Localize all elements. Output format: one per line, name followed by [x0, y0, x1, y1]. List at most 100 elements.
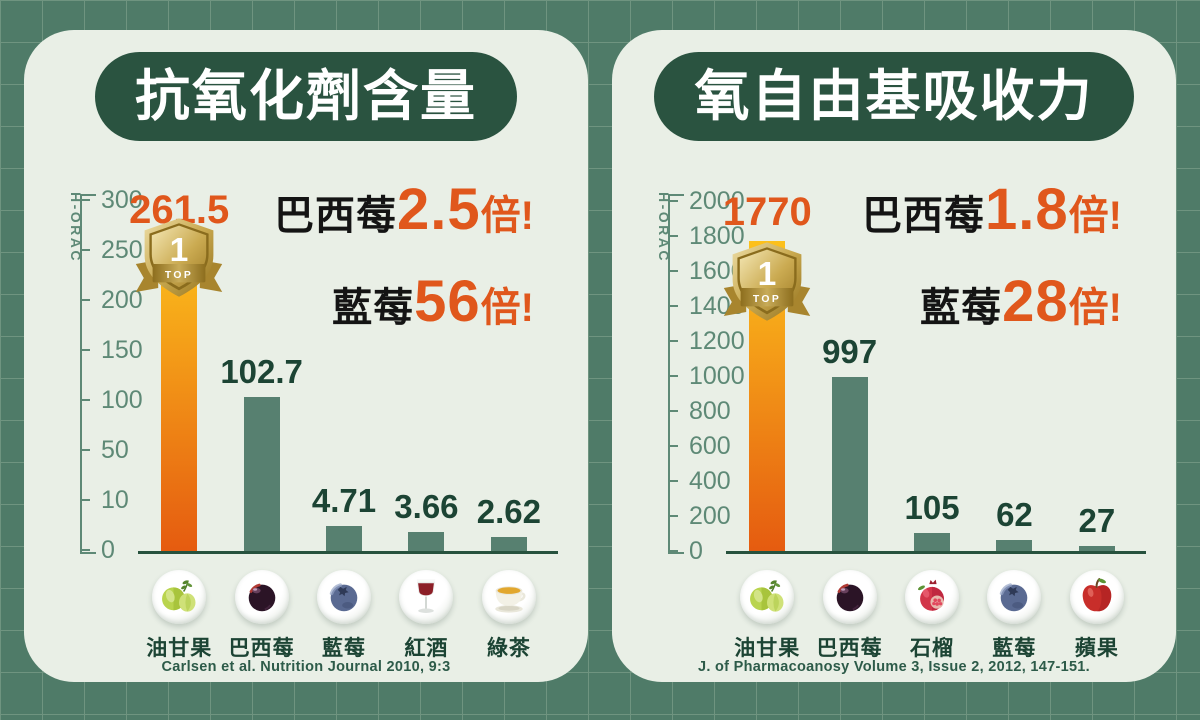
legend-item: 巴西莓 [808, 570, 890, 662]
green-tea-icon [481, 570, 536, 624]
tick-mark [669, 515, 678, 517]
tick-mark [81, 199, 90, 201]
tick-label: 10 [101, 485, 129, 514]
bar-column: 2.62 [468, 30, 550, 552]
y-axis-tick: 2000 [669, 188, 745, 213]
bar-value: 4.71 [311, 482, 377, 520]
bar-label: 巴西莓 [228, 637, 295, 660]
bar [996, 540, 1033, 552]
bar-column: 27 [1056, 30, 1138, 552]
y-axis-tick: 50 [81, 435, 129, 464]
y-axis-tick: 10 [81, 485, 129, 514]
annotation-suffix: 倍! [480, 194, 534, 238]
y-axis-tick: 1800 [669, 223, 745, 248]
legend-item: 油甘果 [726, 570, 808, 662]
y-axis-tick: 200 [81, 285, 143, 314]
ribbon-band [152, 263, 206, 283]
apple-icon [1069, 570, 1124, 624]
bar-value: 62 [996, 496, 1033, 534]
acai-berry-icon [822, 570, 877, 624]
bar-label: 紅酒 [404, 637, 449, 660]
y-axis-tick: 800 [669, 398, 731, 423]
comparison-annotation: 藍莓 28 倍! [920, 268, 1122, 335]
bar-label: 石榴 [910, 637, 955, 660]
acai-berry-icon [234, 570, 289, 624]
tick-mark [669, 235, 678, 237]
y-axis-line [668, 194, 670, 554]
y-axis-tick: 0 [81, 535, 115, 564]
legend-item: 蘋果 [1056, 570, 1138, 662]
y-axis-tick: 0 [669, 536, 703, 565]
y-axis-tick: 400 [669, 466, 731, 495]
tick-label: 1200 [689, 326, 745, 355]
bar-label: 綠茶 [486, 637, 531, 660]
amla-icon [740, 570, 795, 624]
source-citation: J. of Pharmacoanosy Volume 3, Issue 2, 2… [697, 659, 1090, 675]
bar-label: 巴西莓 [816, 637, 883, 660]
tick-mark [669, 270, 678, 272]
tick-label: 400 [689, 466, 731, 495]
annotation-subject: 巴西莓 [862, 194, 986, 238]
legend-item: 藍莓 [973, 570, 1055, 662]
tick-mark [669, 480, 678, 482]
legend-item: 巴西莓 [220, 570, 302, 662]
tick-mark [81, 299, 90, 301]
tick-label: 0 [689, 536, 703, 565]
x-axis-line [138, 551, 558, 554]
panel-title: 氧自由基吸收力 [694, 65, 1094, 127]
annotation-suffix: 倍! [1068, 286, 1122, 330]
bar-value: 105 [904, 488, 960, 526]
tick-label: 50 [101, 435, 129, 464]
annotation-suffix: 倍! [480, 286, 534, 330]
panel-oxygen-radical-absorbance: 氧自由基吸收力 H-ORAC 2000 1800 1600 1400 1200 … [612, 30, 1176, 682]
amla-icon [152, 570, 207, 624]
tick-label: 600 [689, 431, 731, 460]
annotation-multiplier: 2.5 [397, 177, 481, 242]
bar [914, 532, 951, 552]
bar-column: 3.66 [385, 30, 467, 552]
comparison-annotation: 巴西莓 2.5 倍! [274, 176, 534, 243]
tick-label: 100 [101, 385, 143, 414]
legend-item: 油甘果 [138, 570, 220, 662]
red-wine-icon [399, 570, 454, 624]
y-axis-tick: 600 [669, 431, 731, 460]
tick-label: 0 [101, 535, 115, 564]
tick-label: 200 [101, 285, 143, 314]
y-axis-tick: 1200 [669, 326, 745, 355]
y-axis-tick: 1000 [669, 363, 745, 388]
bar-value: 27 [1078, 502, 1116, 540]
tick-mark [81, 349, 90, 351]
tick-label: 150 [101, 335, 143, 364]
legend-item: 藍莓 [303, 570, 385, 662]
tick-mark [81, 399, 90, 401]
bar-column: 102.7 [220, 30, 303, 552]
bar-label: 蘋果 [1074, 637, 1119, 660]
tick-mark [669, 445, 678, 447]
bar-value: 102.7 [220, 353, 303, 391]
bar-label: 油甘果 [146, 637, 213, 660]
comparison-annotation: 巴西莓 1.8 倍! [862, 176, 1122, 243]
category-legend: 油甘果 巴西莓 石榴 藍莓 蘋果 [726, 570, 1138, 662]
bar [490, 536, 527, 552]
bar-value: 3.66 [394, 487, 459, 525]
bar-label: 藍莓 [322, 637, 367, 660]
legend-item: 紅酒 [385, 570, 467, 662]
annotation-subject: 藍莓 [920, 286, 1003, 330]
tick-mark [669, 305, 678, 307]
panel-antioxidant-content: 抗氧化劑含量 H-ORAC 300 250 200 150 100 50 10 … [24, 30, 588, 682]
y-axis-tick: 100 [81, 385, 143, 414]
y-axis-tick: 250 [81, 237, 143, 262]
comparison-annotation: 藍莓 56 倍! [332, 268, 534, 335]
bar-label: 油甘果 [734, 637, 801, 660]
y-axis-top-cap [668, 194, 684, 196]
panel-title-pill: 氧自由基吸收力 [654, 52, 1134, 142]
annotation-multiplier: 56 [414, 269, 481, 334]
y-axis-tick: 150 [81, 335, 143, 364]
badge-rank: 1 [758, 256, 777, 293]
panel-title: 抗氧化劑含量 [134, 65, 477, 127]
tick-mark [669, 550, 678, 552]
tick-mark [669, 375, 678, 377]
bar-column: 4.71 [303, 30, 385, 552]
blueberry-icon [987, 570, 1042, 624]
